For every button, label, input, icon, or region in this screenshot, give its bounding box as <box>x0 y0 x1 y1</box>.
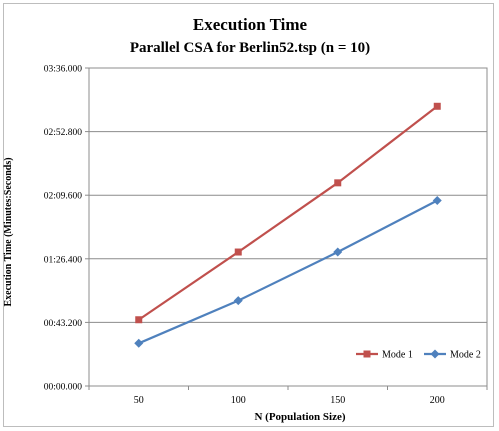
data-point <box>334 179 342 187</box>
y-tick-label: 01:26.400 <box>44 255 83 265</box>
y-tick-labels: 00:00.000 00:43.200 01:26.400 02:09.600 02:5… <box>44 65 83 393</box>
legend-item: Mode 2 <box>424 349 481 361</box>
data-point <box>432 196 442 205</box>
x-axis-label: N (Population Size) <box>254 411 345 423</box>
x-tick-label: 50 <box>134 395 144 406</box>
series-mode-1 <box>135 102 441 324</box>
y-tick-label: 03:36.000 <box>44 65 83 75</box>
y-axis-label: Execution Time (Minutes:Seconds) <box>3 157 14 306</box>
series-group <box>134 102 442 348</box>
legend-label: Mode 1 <box>382 350 413 361</box>
x-tick-label: 150 <box>330 395 345 406</box>
x-tick-label: 200 <box>430 395 445 406</box>
data-point <box>233 296 243 306</box>
data-point <box>333 247 343 257</box>
axes <box>85 67 488 390</box>
x-tick-label: 100 <box>231 395 246 406</box>
chart-frame <box>3 3 494 427</box>
legend-marker <box>430 349 440 359</box>
legend: Mode 1 Mode 2 <box>356 349 481 361</box>
data-point <box>134 338 144 348</box>
y-tick-label: 00:43.200 <box>44 319 83 329</box>
legend-label: Mode 2 <box>450 350 481 361</box>
legend-item: Mode 1 <box>356 350 413 361</box>
x-tick-labels: 50 100 150 200 <box>134 395 445 406</box>
data-point <box>433 102 441 110</box>
chart-subtitle: Parallel CSA for Berlin52.tsp (n = 10) <box>130 40 370 56</box>
data-point <box>234 248 242 256</box>
data-point <box>135 316 143 324</box>
series-line <box>138 199 438 345</box>
legend-marker <box>363 350 371 358</box>
series-line <box>138 105 438 321</box>
chart-title: Execution Time <box>193 15 308 34</box>
y-tick-label: 02:52.800 <box>44 128 83 138</box>
y-tick-label: 02:09.600 <box>44 192 83 202</box>
series-mode-2 <box>134 196 442 348</box>
y-tick-label: 00:00.000 <box>44 383 83 393</box>
